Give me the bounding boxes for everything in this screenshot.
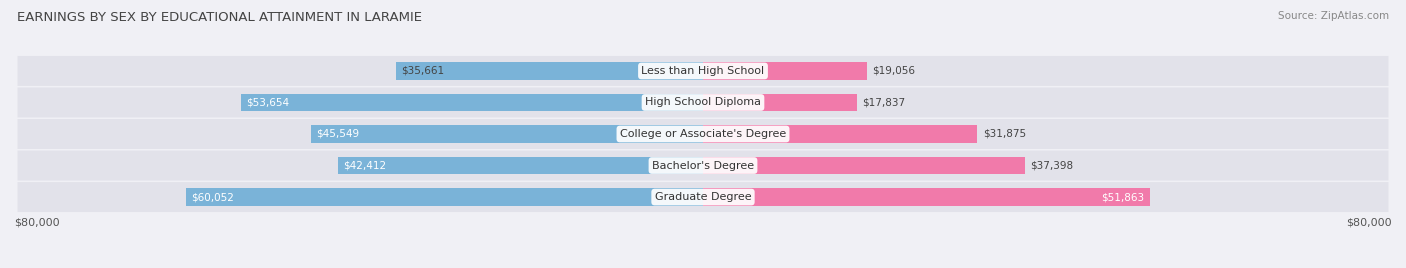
Text: Bachelor's Degree: Bachelor's Degree [652, 161, 754, 170]
Bar [703, 188, 1150, 206]
Bar [703, 94, 856, 111]
FancyBboxPatch shape [17, 56, 1389, 86]
Bar [337, 157, 703, 174]
Legend: Male, Female: Male, Female [647, 267, 759, 268]
FancyBboxPatch shape [17, 87, 1389, 117]
Text: $80,000: $80,000 [1347, 218, 1392, 228]
Text: College or Associate's Degree: College or Associate's Degree [620, 129, 786, 139]
Text: Source: ZipAtlas.com: Source: ZipAtlas.com [1278, 11, 1389, 21]
Text: EARNINGS BY SEX BY EDUCATIONAL ATTAINMENT IN LARAMIE: EARNINGS BY SEX BY EDUCATIONAL ATTAINMEN… [17, 11, 422, 24]
FancyBboxPatch shape [17, 119, 1389, 149]
Bar [186, 188, 703, 206]
Text: Less than High School: Less than High School [641, 66, 765, 76]
Text: High School Diploma: High School Diploma [645, 98, 761, 107]
Text: Graduate Degree: Graduate Degree [655, 192, 751, 202]
Bar [703, 157, 1025, 174]
Text: $37,398: $37,398 [1031, 161, 1074, 170]
Bar [240, 94, 703, 111]
FancyBboxPatch shape [17, 151, 1389, 181]
Bar [703, 125, 977, 143]
Text: $80,000: $80,000 [14, 218, 59, 228]
Bar [396, 62, 703, 80]
Text: $42,412: $42,412 [343, 161, 387, 170]
Bar [311, 125, 703, 143]
Bar [703, 62, 868, 80]
Text: $31,875: $31,875 [983, 129, 1026, 139]
Text: $45,549: $45,549 [316, 129, 360, 139]
Text: $19,056: $19,056 [873, 66, 915, 76]
FancyBboxPatch shape [17, 182, 1389, 212]
Text: $35,661: $35,661 [401, 66, 444, 76]
Text: $60,052: $60,052 [191, 192, 235, 202]
Text: $53,654: $53,654 [246, 98, 290, 107]
Text: $51,863: $51,863 [1101, 192, 1144, 202]
Text: $17,837: $17,837 [862, 98, 905, 107]
